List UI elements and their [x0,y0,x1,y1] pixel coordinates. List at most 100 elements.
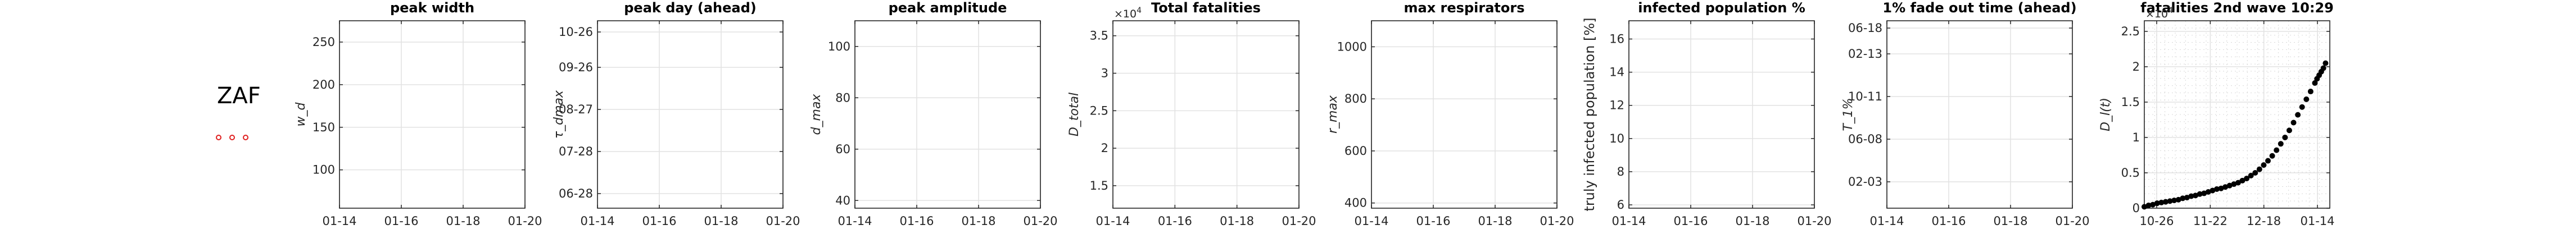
data-point [2210,187,2216,194]
country-label: ZAF [217,83,261,109]
y-tick-label: 3.5 [1090,29,1108,43]
chart-title: Total fatalities [1151,0,1261,16]
data-point [2261,162,2267,168]
data-point [2299,104,2305,110]
data-point [2222,184,2229,190]
data-point [2150,201,2156,208]
y-tick-label: 10-11 [1848,90,1882,103]
axes-box [1886,20,2073,209]
y-tick-label: 800 [1344,92,1367,105]
y-tick-label: 10-26 [559,25,593,39]
axes-box [1371,20,1558,209]
x-tick-label: 01-20 [766,214,800,228]
exponent-label: ×104 [1114,6,1142,20]
x-tick-label: 01-14 [580,214,614,228]
data-point [2184,195,2190,201]
x-tick-label: 01-14 [2300,214,2334,228]
chart-panel-8: 10-26 11-22 12-18 01-14 0 0.5 1 1.5 2 2.5fataliti… [2099,0,2335,228]
y-tick-label: 06-28 [559,187,593,200]
chart-panel-7: 01-14 01-16 01-18 01-20 02-03 06-08 10-11 02-13… [1841,0,2090,228]
y-tick-label: 09-26 [559,61,593,74]
y-tick-label: 2 [1101,141,1108,155]
y-axis-label: τ_dmax [552,90,566,139]
chart-panel-1: 01-14 01-16 01-18 01-20 100 150 200 250 peak wid… [294,0,542,228]
data-point [2201,190,2207,196]
data-point [2278,141,2284,147]
y-tick-label: 100 [313,163,335,177]
y-tick-label: 0 [2133,201,2140,215]
x-tick-label: 01-16 [1158,214,1192,228]
x-tick-label: 01-20 [2055,214,2089,228]
y-tick-label: 150 [313,121,335,134]
x-tick-label: 01-14 [837,214,872,228]
data-point [2188,193,2194,199]
chart-title: peak width [390,0,474,16]
chart-title: peak amplitude [889,0,1007,16]
exponent-label: ×104 [2145,6,2173,20]
x-tick-label: 01-14 [1869,214,1904,228]
y-tick-label: 12 [1609,99,1624,112]
y-tick-label: 250 [313,35,335,49]
y-tick-label: 14 [1609,66,1624,79]
y-tick-label: 1.5 [2121,95,2140,109]
chart-title: 1% fade out time (ahead) [1882,0,2076,16]
x-tick-label: 01-20 [508,214,542,228]
chart-title: infected population % [1638,0,1805,16]
y-tick-label: 10 [1609,132,1624,145]
data-point [2269,153,2275,159]
data-point [2162,199,2168,205]
y-tick-label: 40 [835,194,850,207]
y-tick-label: 400 [1344,196,1367,210]
y-axis-label: T_1% [1841,98,1855,131]
data-series-1 [2142,60,2329,210]
x-tick-label: 01-20 [1797,214,1831,228]
x-tick-label: 01-16 [384,214,418,228]
data-point [2274,147,2280,153]
y-tick-label: 6 [1617,198,1624,212]
data-point [2142,204,2147,210]
chart-panel-5: 01-14 01-16 01-18 01-20 400 600 800 1000 max res… [1326,0,1574,228]
y-tick-label: 100 [828,40,850,53]
x-tick-label: 01-18 [1220,214,1254,228]
y-tick-label: 02-13 [1848,47,1882,61]
data-point [2235,180,2241,186]
y-tick-label: 02-03 [1848,175,1882,189]
axes-box [1628,20,1815,209]
y-tick-label: 600 [1344,144,1367,158]
data-point [2180,195,2186,201]
y-axis-label: d_max [809,94,823,135]
data-point [2303,96,2310,102]
data-point [2320,65,2326,71]
x-tick-label: 01-20 [1023,214,1057,228]
x-tick-label: 01-16 [1416,214,1450,228]
data-point [2154,200,2160,207]
y-tick-label: 2.5 [2121,25,2140,38]
axes-box [597,20,784,209]
y-tick-label: 80 [835,91,850,104]
chart-panel-3: 01-14 01-16 01-18 01-20 40 60 80 100 peak amplit… [809,0,1058,228]
x-tick-label: 10-26 [2139,214,2174,228]
y-tick-label: 8 [1617,165,1624,178]
data-point [2256,166,2262,172]
y-tick-label: 0.5 [2121,166,2140,180]
x-tick-label: 01-16 [899,214,934,228]
y-tick-label: 3 [1101,67,1108,80]
x-tick-label: 01-20 [1540,214,1574,228]
y-tick-label: 200 [313,78,335,91]
chart-panel-4: 01-14 01-16 01-18 01-20 1.5 2 2.5 3 3.5 Total fat… [1067,0,1316,228]
data-point [2265,158,2271,164]
x-tick-label: 01-18 [446,214,480,228]
data-point [2307,89,2314,95]
y-tick-label: 08-27 [559,103,593,116]
axes-box [854,20,1041,209]
chart-title: fatalities 2nd wave 10:29 [2140,0,2334,16]
chart-title: peak day (ahead) [624,0,756,16]
x-tick-label: 01-16 [1931,214,1966,228]
y-tick-label: 1000 [1337,40,1367,53]
y-tick-label: 16 [1609,33,1624,46]
y-tick-label: 1 [2133,131,2140,144]
exponent-base: ×10 [2145,8,2168,20]
data-point [2145,202,2152,208]
data-point [2239,177,2245,183]
exponent-power: 4 [1137,6,1142,15]
